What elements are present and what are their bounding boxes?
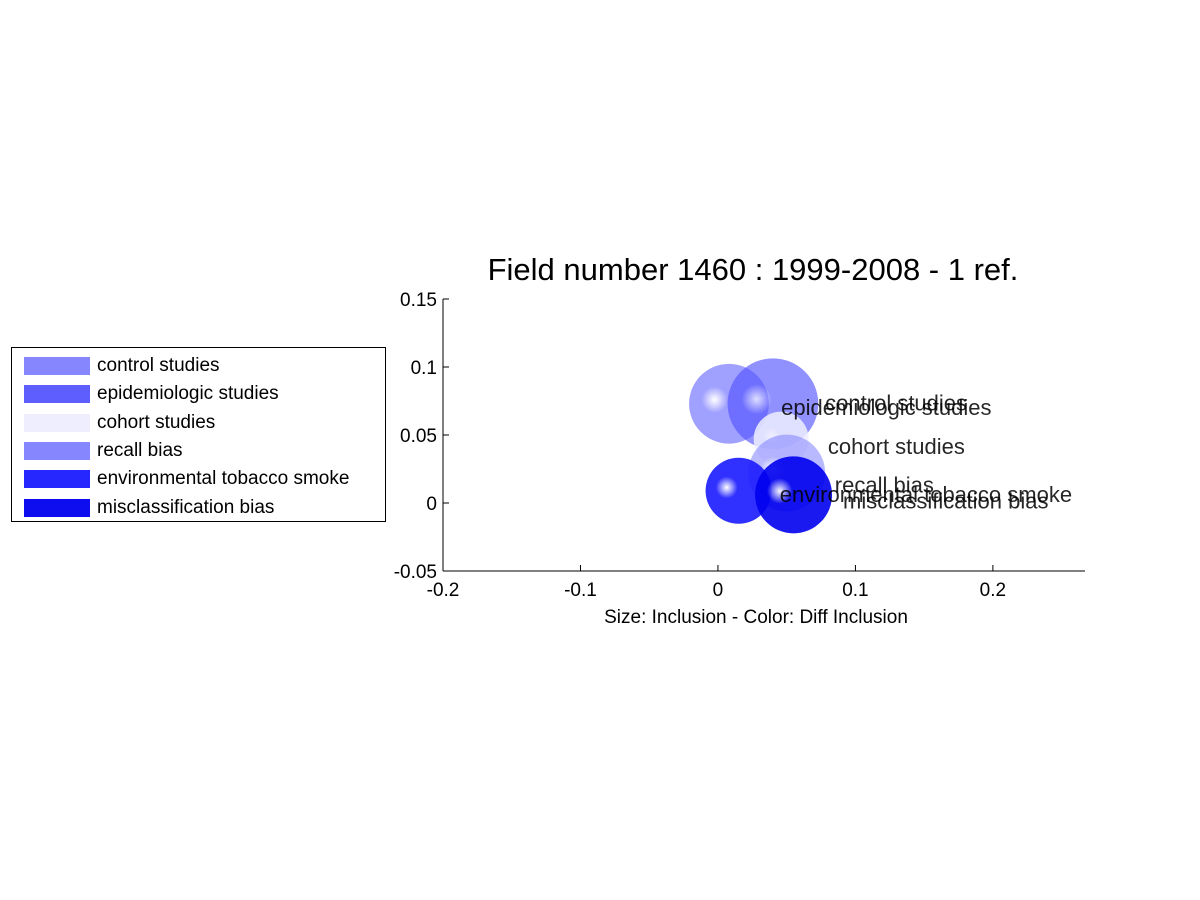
legend-item: misclassification bias — [24, 496, 275, 518]
legend-swatch — [24, 385, 90, 404]
legend-item: recall bias — [24, 439, 183, 461]
legend-label: control studies — [97, 355, 220, 376]
legend-label: recall bias — [97, 439, 183, 461]
chart-title: Field number 1460 : 1999-2008 - 1 ref. — [488, 252, 1019, 287]
legend-label: misclassification bias — [97, 496, 275, 518]
x-tick-label: -0.2 — [427, 580, 460, 601]
y-tick-label: -0.05 — [394, 562, 437, 583]
bubble-label: recall bias — [835, 472, 934, 497]
bubble-point — [755, 456, 833, 534]
x-tick-label: -0.1 — [564, 580, 597, 601]
bubble-label: misclassification bias — [843, 489, 1048, 514]
bubble-label: control studies — [825, 391, 967, 416]
legend-swatch — [24, 498, 90, 517]
y-tick-label: 0.1 — [411, 358, 437, 379]
bubble-label: environmental tobacco smoke — [780, 482, 1072, 507]
bubble-label: epidemiologic studies — [781, 395, 991, 420]
axes: -0.2 -0.1 0 0.1 0.2 -0.05 0 0.05 0.1 0.15 — [394, 290, 1085, 601]
y-tick-label: 0.05 — [400, 426, 437, 447]
bubble-label: cohort studies — [828, 434, 965, 459]
legend-label: cohort studies — [97, 411, 216, 433]
legend-swatch — [24, 470, 90, 489]
y-tick-label: 0.15 — [400, 290, 437, 311]
legend-item: cohort studies — [24, 411, 216, 433]
legend-swatch — [24, 357, 90, 375]
bubbles — [689, 358, 833, 534]
legend: control studies epidemiologic studies coho… — [11, 347, 386, 522]
legend-label: environmental tobacco smoke — [97, 468, 350, 490]
bubble-point — [705, 457, 772, 524]
legend-swatch — [24, 441, 90, 460]
legend-item: control studies — [24, 355, 220, 376]
y-tick-label: 0 — [426, 494, 437, 515]
legend-item: environmental tobacco smoke — [24, 468, 350, 490]
x-axis-label: Size: Inclusion - Color: Diff Inclusion — [604, 607, 908, 628]
legend-item: epidemiologic studies — [24, 383, 279, 405]
x-tick-label: 0.2 — [980, 580, 1006, 601]
legend-swatch — [24, 413, 90, 432]
legend-label: epidemiologic studies — [97, 383, 279, 405]
x-tick-label: 0.1 — [842, 580, 868, 601]
x-tick-label: 0 — [713, 580, 724, 601]
